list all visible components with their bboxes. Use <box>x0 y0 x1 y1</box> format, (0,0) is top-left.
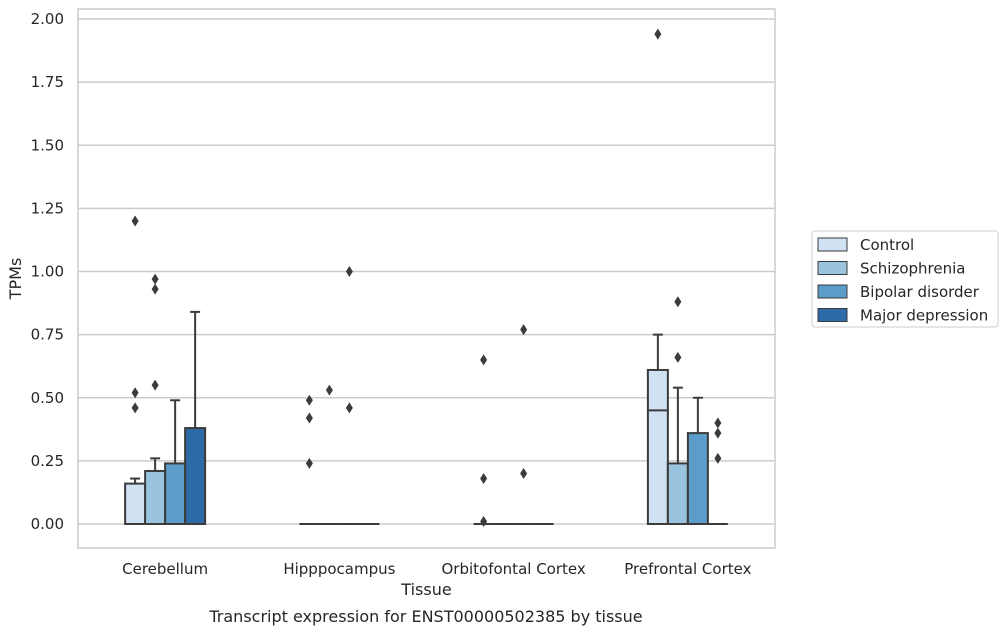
outlier-point <box>674 351 682 363</box>
grid <box>78 18 775 525</box>
box <box>646 368 669 525</box>
outlier-point <box>131 387 139 399</box>
legend-frame <box>811 230 999 328</box>
box-0-2 <box>164 399 187 525</box>
outlier-point <box>325 384 333 396</box>
y-tick-label: 1.25 <box>31 199 64 217</box>
legend-label: Bipolar disorder <box>860 283 980 301</box>
legend-swatch <box>817 261 848 275</box>
box <box>144 469 167 526</box>
x-axis-title: Tissue <box>400 580 451 599</box>
legend-label: Control <box>860 236 914 254</box>
box-3-0 <box>646 28 669 525</box>
outlier-point <box>714 427 722 439</box>
plot-frame <box>77 8 776 549</box>
y-tick-label: 1.75 <box>31 73 64 91</box>
outlier-point <box>305 457 313 469</box>
box-3-1 <box>666 296 689 525</box>
y-tick-label: 0.00 <box>31 515 64 533</box>
box <box>184 427 207 525</box>
box-1-2 <box>339 266 360 525</box>
y-tick-label: 2.00 <box>31 10 64 28</box>
x-tick-label: Prefrontal Cortex <box>624 560 751 578</box>
y-axis-title: TPMs <box>6 258 25 301</box>
x-tick-label: Hipppocampus <box>283 560 395 578</box>
outlier-point <box>714 417 722 429</box>
box-1-0 <box>299 394 320 525</box>
outlier-point <box>520 468 528 479</box>
outlier-point <box>345 266 353 277</box>
outlier-point <box>480 473 488 485</box>
outlier-point <box>674 296 682 308</box>
box-0-3 <box>184 310 207 525</box>
legend-swatch <box>817 237 848 252</box>
box <box>666 462 689 525</box>
outlier-point <box>345 402 353 414</box>
outlier-point <box>305 394 313 406</box>
box-0-0 <box>124 215 147 526</box>
outlier-point <box>654 28 662 40</box>
y-tick-label: 1.50 <box>31 136 64 154</box>
outlier-point <box>305 412 313 424</box>
box-0-1 <box>144 273 167 526</box>
outlier-point <box>520 324 528 336</box>
outlier-point <box>151 273 159 285</box>
x-axis: Cerebellum Hipppocampus Orbitofontal Corte… <box>122 560 751 578</box>
y-tick-label: 1.00 <box>31 263 64 281</box>
y-tick-label: 0.50 <box>31 389 64 407</box>
box-plots <box>124 28 728 527</box>
y-axis: 0.00 0.25 0.50 0.75 1.00 1.25 1.50 1.75 2.00 <box>31 10 64 533</box>
legend-swatch <box>817 308 848 322</box>
outlier-point <box>151 379 159 391</box>
outlier-point <box>480 515 488 527</box>
outlier-point <box>480 354 488 366</box>
legend-label: Schizophrenia <box>860 260 965 278</box>
box <box>686 432 709 526</box>
outlier-point <box>131 215 139 227</box>
outlier-point <box>131 402 139 414</box>
legend-swatch <box>817 284 848 299</box>
box <box>164 462 187 525</box>
legend: Control Schizophrenia Bipolar disorder Majo… <box>811 230 999 328</box>
chart-caption: Transcript expression for ENST0000050238… <box>208 607 642 626</box>
box-2-0 <box>473 354 494 527</box>
box-3-2 <box>686 396 709 526</box>
box-3-3 <box>707 417 728 525</box>
y-tick-label: 0.75 <box>31 326 64 344</box>
outlier-point <box>151 283 159 295</box>
box-1-1 <box>319 384 340 525</box>
y-tick-label: 0.25 <box>31 452 64 470</box>
outlier-point <box>714 452 722 464</box>
box-2-2 <box>513 324 534 525</box>
x-tick-label: Orbitofontal Cortex <box>442 560 586 578</box>
legend-label: Major depression <box>860 307 988 325</box>
box <box>124 482 147 526</box>
x-tick-label: Cerebellum <box>122 560 208 578</box>
